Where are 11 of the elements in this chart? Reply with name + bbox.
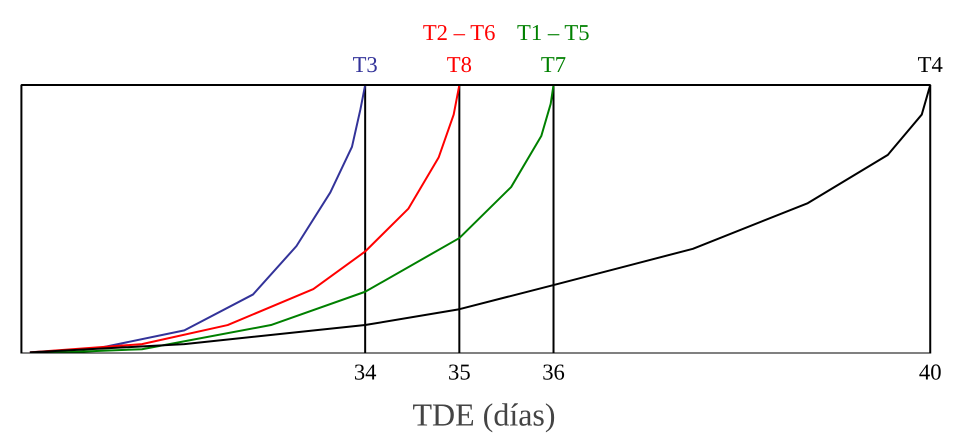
- series-label: T4: [918, 52, 943, 78]
- x-tick-label: 40: [918, 360, 942, 384]
- series-label: T3: [352, 52, 378, 78]
- x-tick-label: 36: [542, 360, 565, 384]
- series-label: T8: [446, 52, 472, 78]
- annotation: T2 – T6: [422, 20, 496, 46]
- x-axis-title: TDE (días): [412, 396, 556, 432]
- series-label: T7: [540, 52, 566, 78]
- annotation: T1 – T5: [517, 20, 590, 46]
- x-tick-label: 35: [448, 360, 471, 384]
- x-tick-label: 34: [354, 360, 376, 384]
